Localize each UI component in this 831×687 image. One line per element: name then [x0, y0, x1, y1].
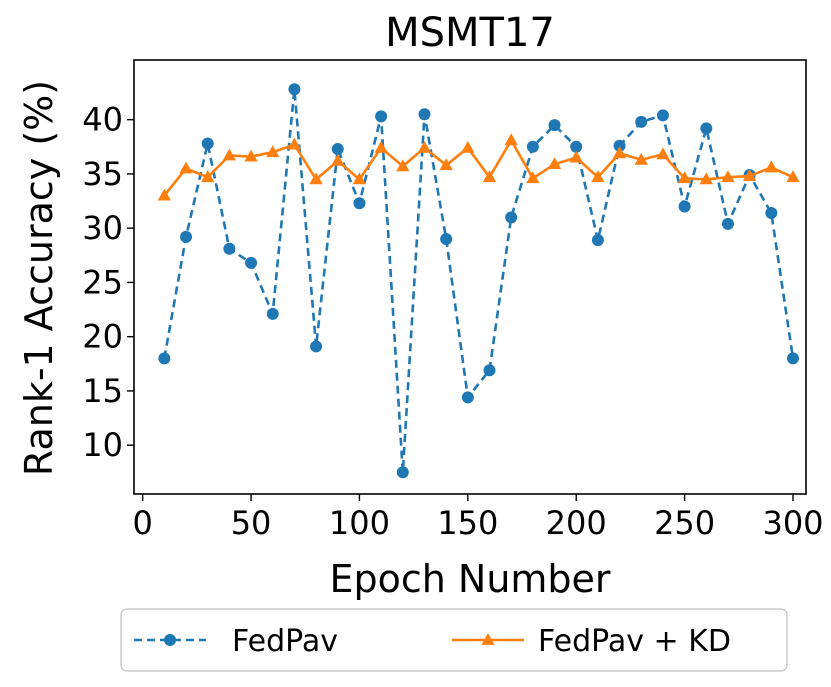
data-point: [526, 140, 539, 153]
data-point: [547, 157, 562, 170]
data-point: [612, 146, 627, 159]
x-tick-label: 250: [654, 504, 715, 542]
chart-title: MSMT17: [385, 10, 555, 56]
y-tick-label: 10: [82, 426, 123, 464]
data-point: [526, 171, 540, 184]
data-point: [180, 230, 193, 243]
series-line-1: [163, 88, 795, 474]
data-point: [742, 169, 757, 181]
legend-marker-circle: [164, 634, 176, 646]
data-point: [201, 137, 214, 150]
data-point: [483, 364, 496, 377]
data-point: [287, 137, 302, 150]
data-point: [786, 170, 800, 183]
data-point: [591, 234, 604, 247]
data-point: [266, 307, 279, 320]
data-point: [201, 170, 215, 183]
x-tick-label: 100: [329, 504, 390, 542]
series-line-2: [163, 139, 794, 197]
data-point: [266, 145, 280, 158]
data-point: [700, 122, 713, 135]
x-tick-label: 200: [546, 504, 607, 542]
data-point: [353, 197, 366, 210]
data-point: [310, 340, 323, 353]
data-point: [634, 152, 648, 165]
data-point: [591, 170, 605, 183]
data-point: [764, 160, 778, 173]
data-point: [721, 217, 734, 230]
data-point: [613, 139, 626, 152]
data-point: [417, 140, 432, 153]
data-point: [678, 200, 691, 213]
y-tick-label: 20: [82, 318, 123, 356]
data-point: [222, 148, 237, 161]
data-point: [223, 242, 236, 255]
legend-label-2: FedPav + KD: [538, 624, 731, 659]
data-point: [504, 133, 518, 146]
data-point: [396, 466, 409, 479]
data-point: [699, 172, 713, 185]
data-point: [244, 149, 258, 162]
data-point: [179, 161, 193, 174]
data-point: [331, 142, 344, 155]
data-point: [461, 140, 475, 153]
legend-marker-triangle: [481, 633, 495, 645]
data-point: [309, 172, 323, 185]
y-tick-label: 15: [82, 372, 123, 410]
x-tick-label: 50: [231, 504, 272, 542]
data-point: [569, 150, 583, 163]
data-point: [374, 140, 388, 153]
data-point: [635, 115, 648, 128]
data-point: [288, 83, 301, 96]
data-point: [677, 171, 692, 184]
data-point: [245, 256, 258, 269]
data-point: [786, 352, 799, 365]
data-point: [656, 109, 669, 122]
x-tick-label: 300: [762, 504, 823, 542]
y-tick-label: 40: [82, 101, 123, 139]
y-axis-label: Rank-1 Accuracy (%): [17, 80, 61, 476]
data-point: [505, 211, 518, 224]
data-point: [396, 159, 410, 172]
data-point: [331, 153, 345, 166]
plot-area: 0 50 100 150 200 250 300 10 15 20 25 30 35 40: [82, 59, 824, 542]
legend: FedPav FedPav + KD: [120, 608, 788, 672]
legend-label-1: FedPav: [232, 624, 338, 659]
data-point: [570, 140, 583, 153]
x-tick-label: 0: [132, 504, 152, 542]
data-point: [439, 158, 453, 171]
data-point: [157, 188, 171, 201]
data-point: [461, 391, 474, 404]
data-point: [158, 352, 171, 365]
data-point: [548, 119, 561, 132]
x-axis-label: Epoch Number: [329, 557, 610, 601]
y-tick-label: 30: [82, 209, 123, 247]
data-point: [418, 108, 431, 121]
data-point: [440, 233, 453, 246]
y-tick-label: 35: [82, 155, 123, 193]
x-tick-label: 150: [437, 504, 498, 542]
data-point: [482, 170, 497, 183]
axes-frame: [133, 59, 807, 495]
data-point: [352, 172, 367, 185]
data-point: [656, 147, 670, 160]
data-point: [375, 110, 388, 123]
data-point: [765, 206, 778, 219]
data-point: [721, 170, 735, 183]
y-tick-label: 25: [82, 263, 123, 301]
